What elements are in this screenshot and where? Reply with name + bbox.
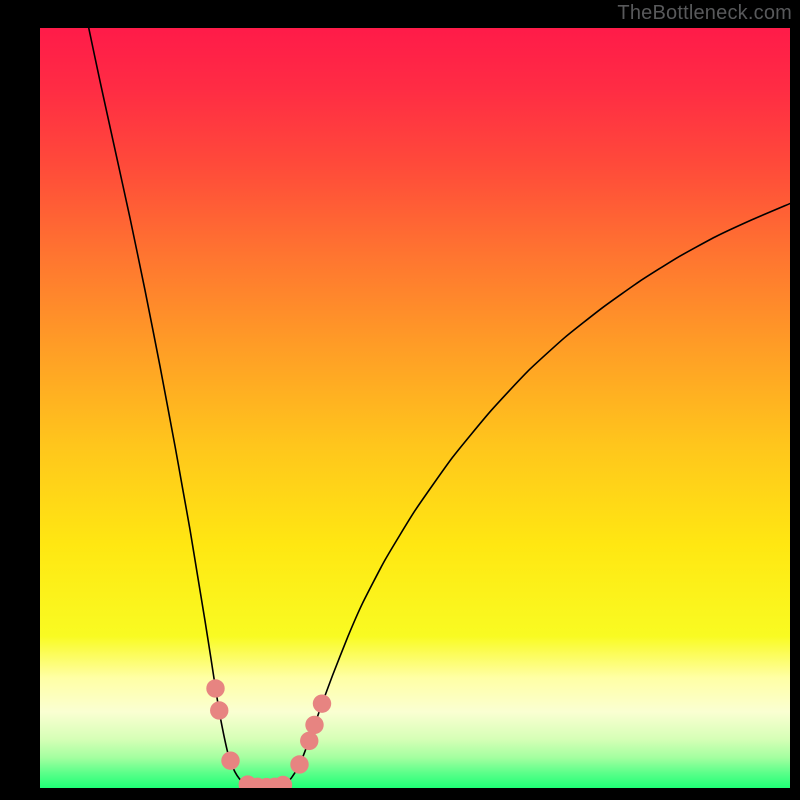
chart-background bbox=[40, 28, 790, 788]
data-marker bbox=[210, 701, 228, 719]
data-marker bbox=[206, 679, 224, 697]
data-marker bbox=[290, 755, 308, 773]
data-marker bbox=[300, 732, 318, 750]
data-marker bbox=[221, 751, 239, 769]
watermark-text: TheBottleneck.com bbox=[617, 2, 792, 25]
data-marker bbox=[305, 716, 323, 734]
chart-plot-area bbox=[40, 28, 790, 788]
data-marker bbox=[313, 694, 331, 712]
chart-svg bbox=[40, 28, 790, 788]
